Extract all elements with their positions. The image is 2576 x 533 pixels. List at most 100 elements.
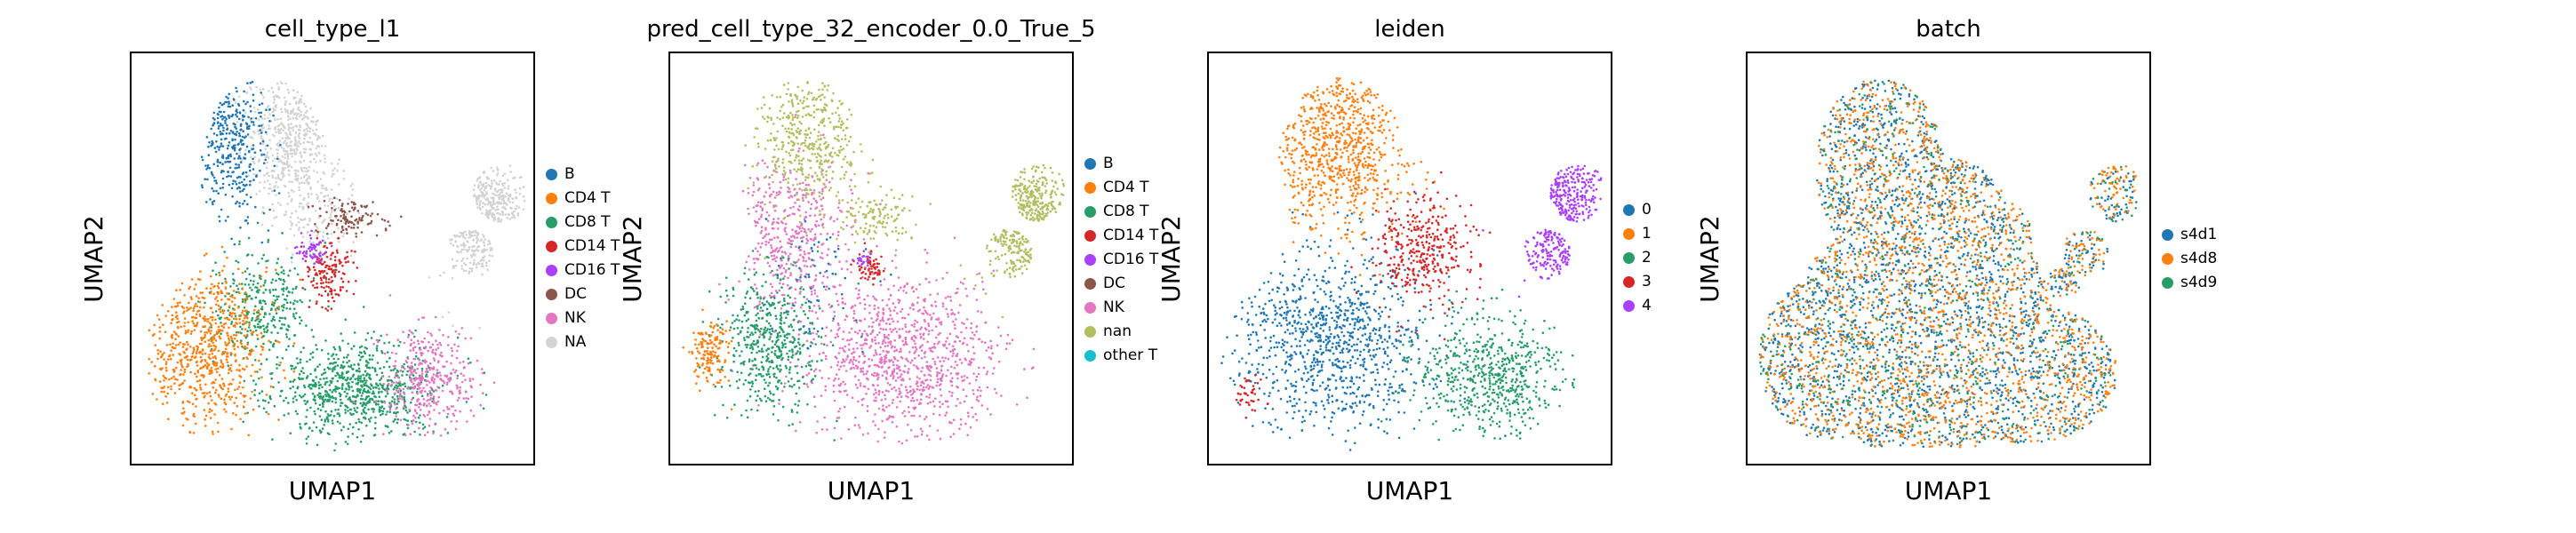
point [813, 214, 817, 217]
point [357, 428, 360, 431]
point [842, 330, 845, 333]
point [908, 368, 910, 370]
point [298, 139, 300, 143]
point [275, 309, 277, 312]
point [243, 401, 246, 403]
point [316, 138, 319, 141]
point [320, 285, 324, 289]
point [364, 416, 366, 419]
point [233, 279, 236, 282]
point [779, 247, 781, 250]
series-points-DC [307, 196, 403, 238]
point [396, 386, 398, 390]
point [314, 369, 316, 372]
point [345, 395, 348, 398]
point [760, 226, 764, 228]
point [289, 152, 292, 155]
point [231, 273, 235, 275]
point [803, 218, 806, 221]
point [951, 377, 954, 380]
point [239, 147, 242, 150]
point [999, 334, 1003, 338]
point [295, 223, 298, 227]
point [812, 197, 815, 200]
point [893, 346, 896, 349]
point [307, 193, 310, 196]
point [373, 434, 377, 436]
legend-item: NK [546, 307, 586, 329]
point [316, 347, 318, 351]
point [410, 380, 413, 384]
point [168, 354, 172, 357]
point [748, 212, 750, 216]
point [421, 377, 425, 380]
point [235, 113, 237, 116]
point [324, 394, 327, 396]
point [883, 436, 886, 440]
point [315, 123, 317, 126]
point [428, 276, 431, 279]
point [364, 374, 368, 378]
point [868, 325, 871, 328]
point [874, 413, 876, 416]
point [417, 342, 420, 346]
point [837, 230, 840, 234]
point [235, 86, 237, 90]
point [363, 350, 366, 354]
point [938, 371, 941, 375]
point [200, 155, 204, 158]
point [338, 198, 341, 202]
point [263, 282, 267, 284]
point [236, 322, 239, 325]
point [219, 385, 222, 388]
point [462, 397, 466, 400]
point [245, 91, 248, 94]
point [357, 418, 360, 421]
point [428, 340, 430, 344]
point [246, 133, 250, 136]
point [332, 388, 335, 392]
point [416, 392, 419, 395]
point [793, 194, 796, 197]
point [188, 431, 192, 434]
point [235, 109, 237, 113]
point [305, 437, 308, 441]
point [218, 124, 220, 128]
point [190, 298, 193, 300]
point [278, 178, 282, 181]
point [236, 284, 238, 288]
point [306, 231, 309, 235]
point [224, 277, 227, 281]
point [850, 226, 853, 229]
point [354, 378, 356, 381]
point [445, 360, 448, 363]
point [334, 401, 338, 404]
point [260, 376, 263, 379]
point [406, 357, 410, 361]
point [284, 211, 288, 213]
point [408, 329, 412, 332]
point [212, 315, 214, 319]
point [776, 268, 779, 272]
point [312, 157, 316, 161]
point [419, 409, 422, 411]
point [446, 408, 450, 410]
point [772, 205, 775, 209]
point [252, 116, 255, 120]
point [197, 297, 200, 299]
point [210, 399, 213, 402]
point [1005, 342, 1009, 345]
point [334, 398, 338, 401]
point [512, 197, 515, 201]
point [227, 355, 229, 358]
point [464, 230, 467, 234]
point [246, 82, 249, 84]
point [426, 384, 428, 386]
point [234, 354, 236, 357]
point [291, 222, 294, 225]
point [226, 332, 228, 335]
point [330, 233, 332, 235]
point [212, 362, 215, 365]
point [932, 312, 935, 315]
point [265, 172, 268, 175]
